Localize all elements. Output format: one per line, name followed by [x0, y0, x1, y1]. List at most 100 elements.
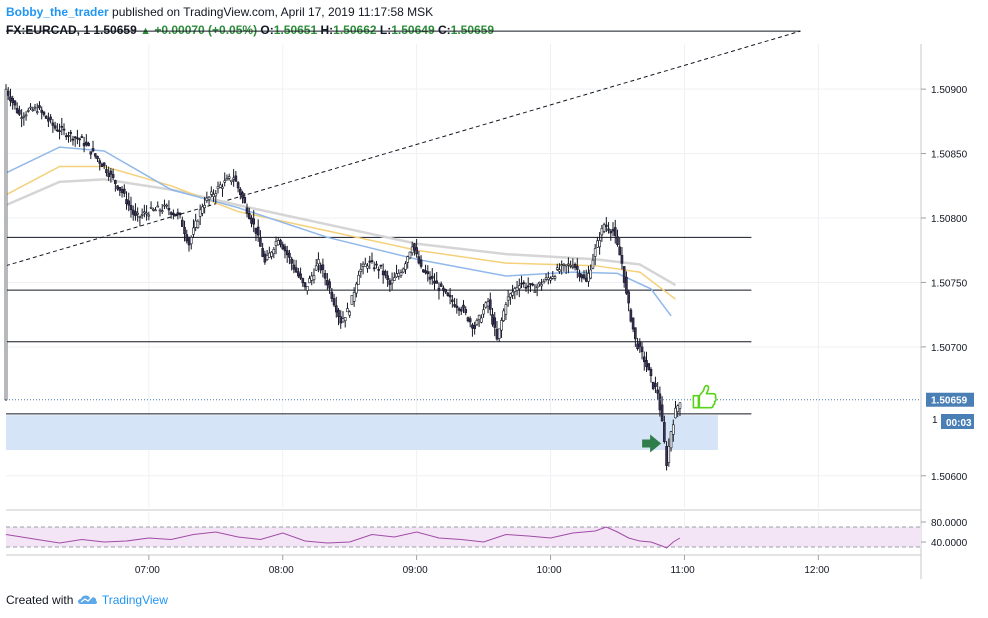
candle-body — [437, 287, 441, 292]
candle-body — [62, 128, 66, 131]
candle-body — [647, 363, 651, 371]
candle-body — [596, 240, 599, 248]
candle-body — [78, 138, 81, 141]
countdown: 00:03 — [946, 418, 972, 429]
rsi-band-bounds — [6, 526, 921, 548]
candle-body — [598, 240, 601, 248]
candle-body — [18, 109, 21, 115]
candle-body — [578, 273, 581, 277]
candle-body — [549, 278, 552, 281]
candle-body — [638, 341, 642, 347]
candle-body — [203, 205, 206, 209]
candle-body — [587, 273, 590, 282]
candle-body — [245, 207, 249, 214]
candle-body — [413, 243, 416, 251]
candle-body — [196, 220, 200, 228]
candle-body — [290, 258, 293, 264]
candle-body — [593, 248, 597, 257]
candle-body — [602, 224, 606, 232]
candle-body — [6, 90, 10, 96]
price-axis[interactable]: 1.50900 1.50850 1.50800 1.50750 1.50700 1.506… — [921, 85, 968, 483]
candle-body — [15, 108, 19, 113]
candle-body — [415, 247, 418, 255]
candle-body — [435, 280, 439, 284]
candle-body — [462, 304, 465, 309]
candle-body — [622, 266, 626, 283]
candle-body — [285, 250, 289, 256]
author-link[interactable]: Bobby_the_trader — [6, 5, 109, 19]
candle-body — [51, 122, 55, 126]
candle-body — [9, 96, 12, 102]
candle-body — [44, 115, 48, 119]
candle-body — [163, 204, 166, 207]
candle-body — [531, 283, 534, 286]
candle-body — [223, 180, 227, 183]
grid — [6, 44, 921, 552]
candle-body — [444, 289, 447, 293]
candle-body — [634, 327, 637, 340]
trendline[interactable] — [5, 30, 801, 267]
candle-body — [433, 280, 436, 284]
candle-body — [506, 296, 510, 301]
candle-body — [426, 271, 430, 275]
candle-body — [4, 88, 8, 401]
candle-body — [301, 278, 305, 284]
candle-body — [589, 269, 593, 279]
candle-body — [334, 305, 338, 313]
candle-body — [276, 240, 280, 246]
tradingview-cloud-icon[interactable] — [77, 593, 102, 607]
candle-body — [379, 264, 383, 267]
candle-body — [517, 285, 521, 290]
candle-body — [147, 214, 151, 217]
candle-body — [466, 317, 470, 322]
time-axis[interactable]: 07:00 08:00 09:00 10:00 11:00 12:00 — [135, 555, 830, 576]
candle-body — [560, 264, 563, 267]
candle-body — [678, 402, 682, 409]
candle-body — [96, 155, 99, 160]
candle-body — [582, 274, 586, 279]
candle-body — [459, 309, 463, 312]
close-value: 1.50659 — [450, 23, 495, 37]
candle-body — [605, 224, 608, 227]
candle-body — [27, 110, 30, 112]
candle-body — [85, 141, 88, 145]
candle-body — [49, 116, 52, 120]
horizontal-levels[interactable] — [6, 30, 801, 415]
candle-body — [58, 130, 61, 133]
candle-body — [417, 256, 421, 264]
candle-body — [22, 115, 26, 118]
support-zone[interactable] — [6, 415, 718, 450]
candle-body — [660, 404, 664, 422]
thumbs-up-icon[interactable] — [692, 384, 717, 409]
publish-line: Bobby_the_trader published on TradingVie… — [6, 5, 966, 19]
candle-body — [442, 287, 445, 291]
candle-body — [640, 346, 644, 353]
candle-body — [451, 299, 454, 302]
candle-body — [47, 118, 50, 122]
candle-body — [192, 227, 195, 235]
candle-body — [303, 282, 307, 288]
green-right-arrow-icon[interactable] — [642, 434, 662, 453]
candle-body — [64, 135, 68, 138]
candle-body — [328, 281, 331, 289]
ma-grey-line — [5, 178, 677, 287]
candle-body — [71, 138, 75, 141]
rsi-tick-label: 80.0000 — [931, 518, 968, 529]
rsi-axis[interactable]: 80.0000 40.0000 — [921, 518, 968, 549]
candle-body — [348, 311, 351, 316]
candle-body — [234, 175, 238, 182]
candle-body — [98, 160, 102, 164]
candle-body — [317, 259, 320, 265]
candle-body — [198, 209, 202, 217]
x-tick-label: 07:00 — [135, 565, 160, 576]
candle-body — [189, 237, 193, 245]
candle-body — [122, 188, 126, 194]
candle-body — [207, 196, 211, 200]
candle-body — [11, 98, 14, 103]
tradingview-brand-link[interactable]: TradingView — [101, 593, 168, 607]
candle-body — [24, 114, 28, 117]
y-tick-label: 1.50600 — [931, 472, 968, 483]
candle-body — [676, 405, 680, 412]
candle-body — [254, 227, 258, 234]
